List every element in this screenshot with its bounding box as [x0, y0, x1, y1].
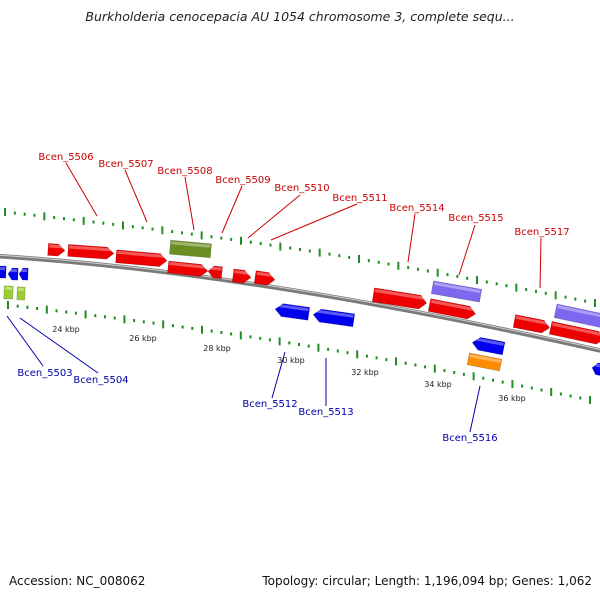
callout-line [124, 169, 148, 223]
forward-gene-label: Bcen_5511 [332, 193, 387, 204]
callout-line [19, 317, 99, 374]
gene-arrow [18, 267, 29, 281]
gene-arrow [167, 260, 209, 277]
gene-arrow [471, 337, 506, 356]
callout-line [184, 176, 195, 231]
chromosome-backbone [0, 253, 600, 353]
map-title: Burkholderia cenocepacia AU 1054 chromos… [85, 9, 515, 24]
scale-labels: 24 kbp 26 kbp 28 kbp 30 kbp 32 kbp 34 kbp 36 k… [52, 325, 526, 403]
forward-gene-label: Bcen_5514 [389, 203, 444, 214]
length-value: 1,196,094 bp [423, 574, 504, 588]
callout-line [458, 224, 476, 276]
gene-arrow [512, 314, 551, 334]
outer-tick-ring [4, 208, 596, 307]
gene-arrow [207, 265, 223, 280]
gene-callout-lines [6, 162, 542, 433]
scale-label: 34 kbp [424, 380, 452, 389]
scale-label: 32 kbp [351, 368, 379, 377]
scale-label: 28 kbp [203, 344, 231, 353]
backbone-highlight [0, 254, 600, 350]
genome-diagram: 24 kbp 26 kbp 28 kbp 30 kbp 32 kbp 34 kbp 36 k… [0, 152, 600, 444]
forward-gene-label: Bcen_5508 [157, 166, 212, 177]
gene-arrow [231, 268, 252, 284]
gene-features [0, 239, 600, 377]
forward-gene-label: Bcen_5506 [38, 152, 93, 163]
scale-label: 36 kbp [498, 394, 526, 403]
gene-arrow [312, 308, 356, 328]
callout-line [247, 194, 301, 239]
scale-label: 26 kbp [129, 334, 157, 343]
callout-line [270, 203, 358, 241]
genes-label: Genes: [511, 574, 554, 588]
gene-arrow [115, 249, 168, 267]
gene-arrow [253, 270, 276, 286]
gene-arrow [169, 239, 212, 259]
gene-arrow [0, 265, 7, 279]
gene-arrow [371, 287, 428, 310]
forward-gene-label: Bcen_5517 [514, 227, 569, 238]
gene-arrow [427, 298, 477, 320]
scale-label: 24 kbp [52, 325, 80, 334]
accession-label: Accession: [9, 574, 73, 588]
topology-value: circular [322, 574, 367, 588]
callout-line [539, 237, 542, 289]
callout-line [65, 162, 98, 217]
callout-line [407, 213, 416, 263]
reverse-gene-label: Bcen_5503 [17, 368, 72, 379]
reverse-gene-label: Bcen_5516 [442, 433, 497, 444]
scale-label: 30 kbp [277, 356, 305, 365]
gene-arrow [553, 303, 600, 329]
gene-arrow [7, 267, 19, 281]
forward-gene-label: Bcen_5515 [448, 213, 503, 224]
length-label: Length: [374, 574, 421, 588]
gene-arrow [548, 321, 600, 345]
forward-gene-label: Bcen_5510 [274, 183, 329, 194]
gene-arrow [591, 362, 600, 377]
gene-arrow [3, 285, 14, 300]
callout-line [221, 185, 243, 234]
callout-line [6, 315, 44, 367]
gene-arrow [67, 244, 115, 260]
accession-value: NC_008062 [76, 574, 146, 588]
gene-arrow [47, 243, 66, 257]
gene-arrow [16, 286, 26, 301]
callout-line [469, 385, 481, 433]
reverse-gene-label: Bcen_5504 [73, 375, 128, 386]
genome-stats: Topology: circular; Length: 1,196,094 bp… [262, 574, 592, 588]
callout-line [271, 351, 286, 399]
gene-arrow [274, 303, 311, 321]
gene-arrow [430, 280, 483, 303]
inner-tick-ring [7, 301, 591, 404]
reverse-gene-label: Bcen_5513 [298, 407, 353, 418]
reverse-gene-label: Bcen_5512 [242, 399, 297, 410]
accession-info: Accession: NC_008062 [9, 574, 145, 588]
forward-gene-label: Bcen_5509 [215, 175, 270, 186]
forward-gene-label: Bcen_5507 [98, 159, 153, 170]
genes-value: 1,062 [557, 574, 592, 588]
gene-arrow [466, 352, 503, 372]
topology-label: Topology: [262, 574, 319, 588]
